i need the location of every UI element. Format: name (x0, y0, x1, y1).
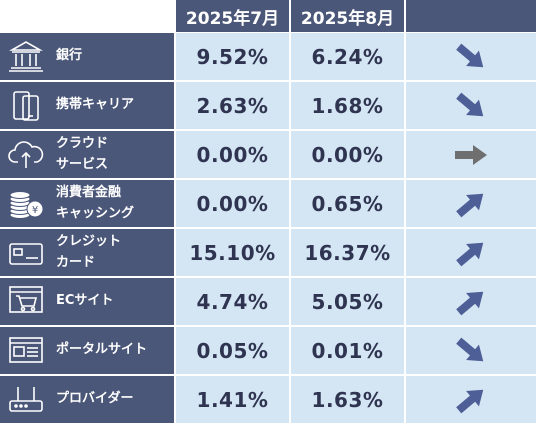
row-label: ポータルサイト (0, 327, 174, 374)
table-row: クラウド サービス 0.00% 0.00% (0, 131, 536, 178)
router-icon (6, 381, 46, 418)
trend-down-arrow-icon (456, 337, 484, 361)
row-label: ¥ 消費者金融 キャッシング (0, 180, 174, 227)
header-august: 2025年8月 (291, 0, 404, 32)
july-rate: 2.63% (176, 82, 289, 129)
browser-window-icon (6, 332, 46, 369)
trend-down-arrow-icon (456, 43, 484, 67)
category-name: クレジット カード (56, 234, 122, 270)
july-rate: 0.00% (176, 131, 289, 178)
august-rate: 5.05% (291, 278, 404, 325)
trend-flat-arrow-icon (455, 144, 487, 165)
header-july: 2025年7月 (176, 0, 289, 32)
table-row: 携帯キャリア 2.63% 1.68% (0, 82, 536, 129)
table-row: ECサイト 4.74% 5.05% (0, 278, 536, 325)
august-rate: 0.01% (291, 327, 404, 374)
august-rate: 6.24% (291, 33, 404, 80)
july-rate: 0.00% (176, 180, 289, 227)
table-row: クレジット カード 15.10% 16.37% (0, 229, 536, 276)
table-row: 銀行 9.52% 6.24% (0, 33, 536, 80)
table-row: ポータルサイト 0.05% 0.01% (0, 327, 536, 374)
category-name: 銀行 (56, 48, 83, 64)
category-name: クラウド サービス (56, 136, 109, 172)
trend-down-arrow-icon (456, 92, 484, 116)
august-rate: 0.65% (291, 180, 404, 227)
credit-card-icon (6, 234, 46, 271)
trend-up-arrow-icon (456, 389, 484, 413)
trend-cell (406, 82, 536, 129)
row-label: プロバイダー (0, 376, 174, 423)
category-name: 携帯キャリア (56, 97, 135, 113)
table-row: プロバイダー 1.41% 1.63% (0, 376, 536, 423)
august-rate: 0.00% (291, 131, 404, 178)
trend-cell (406, 33, 536, 80)
trend-cell (406, 229, 536, 276)
category-name: ポータルサイト (56, 342, 148, 358)
row-label: ECサイト (0, 278, 174, 325)
august-rate: 1.63% (291, 376, 404, 423)
trend-cell (406, 180, 536, 227)
category-name: 消費者金融 キャッシング (56, 185, 135, 221)
trend-cell (406, 327, 536, 374)
trend-up-arrow-icon (456, 193, 484, 217)
row-label: 携帯キャリア (0, 82, 174, 129)
row-label: 銀行 (0, 33, 174, 80)
cloud-upload-icon (6, 136, 46, 173)
row-label: クラウド サービス (0, 131, 174, 178)
trend-cell (406, 278, 536, 325)
table-row: ¥ 消費者金融 キャッシング 0.00% 0.65% (0, 180, 536, 227)
coins-icon: ¥ (6, 185, 46, 222)
july-rate: 0.05% (176, 327, 289, 374)
trend-up-arrow-icon (456, 242, 484, 266)
smartphone-icon (6, 87, 46, 124)
category-name: プロバイダー (56, 391, 134, 407)
category-name: ECサイト (56, 293, 114, 309)
august-rate: 1.68% (291, 82, 404, 129)
july-rate: 9.52% (176, 33, 289, 80)
row-label: クレジット カード (0, 229, 174, 276)
svg-text:¥: ¥ (32, 205, 38, 216)
july-rate: 15.10% (176, 229, 289, 276)
july-rate: 4.74% (176, 278, 289, 325)
shopping-cart-icon (6, 283, 46, 320)
header-trend (406, 0, 536, 32)
trend-cell (406, 131, 536, 178)
august-rate: 16.37% (291, 229, 404, 276)
july-rate: 1.41% (176, 376, 289, 423)
trend-cell (406, 376, 536, 423)
trend-up-arrow-icon (456, 291, 484, 315)
bank-icon (6, 38, 46, 75)
